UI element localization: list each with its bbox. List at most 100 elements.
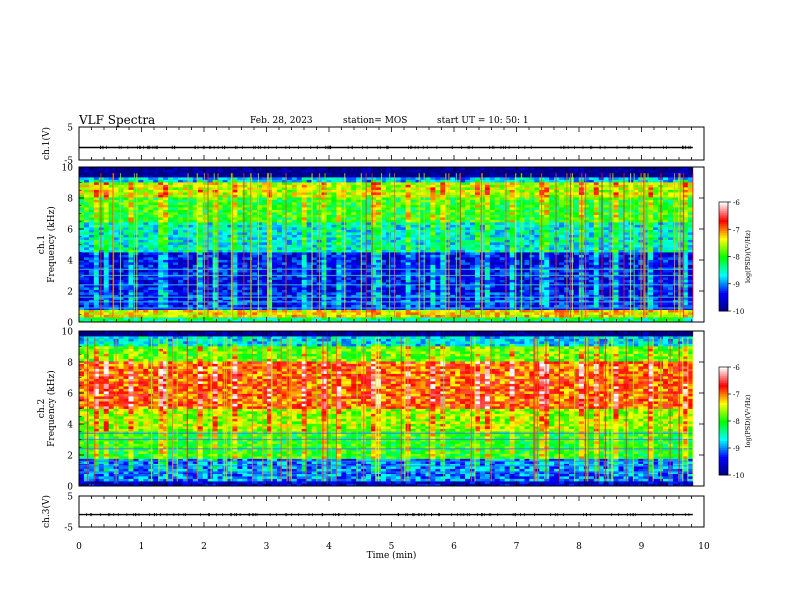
spectrogram-cell xyxy=(633,317,639,320)
spectrogram-cell xyxy=(618,289,624,293)
spectrogram-cell xyxy=(197,319,204,323)
spectrogram-cell xyxy=(549,272,555,275)
spectrogram-cell xyxy=(361,229,367,233)
spectrogram-cell xyxy=(569,269,575,273)
spectrogram-cell xyxy=(653,277,659,280)
spectrogram-cell xyxy=(257,254,263,258)
spectrogram-cell xyxy=(588,294,595,298)
spectrogram-cell xyxy=(440,242,446,245)
spectrogram-cell xyxy=(341,224,347,228)
spectrogram-cell xyxy=(351,302,357,305)
spectrogram-cell xyxy=(217,302,223,305)
spectrogram-cell xyxy=(405,284,412,288)
spectrogram-cell xyxy=(484,279,491,283)
spectrogram-cell xyxy=(252,312,258,315)
spectrogram-cell xyxy=(326,254,332,258)
spectrogram-cell xyxy=(524,289,530,293)
spectrogram-cell xyxy=(252,299,258,303)
spectrogram-cell xyxy=(623,224,629,228)
spectrogram-cell xyxy=(405,239,412,243)
spectrogram-cell xyxy=(207,222,214,225)
spectrogram-cell xyxy=(128,247,134,250)
spectrogram-cell xyxy=(346,299,352,303)
spectrogram-cell xyxy=(648,229,654,233)
spectrogram-cell xyxy=(222,299,228,303)
spectrogram-cell xyxy=(296,317,303,320)
spectrogram-cell xyxy=(524,239,530,243)
spectrogram-cell xyxy=(88,234,95,238)
spectrogram-cell xyxy=(311,279,317,283)
spectrogram-cell xyxy=(465,264,471,268)
spectrogram-cell xyxy=(237,284,243,288)
spectrogram-cell xyxy=(623,287,629,290)
spectrogram-cell xyxy=(366,244,372,248)
spectrogram-cell xyxy=(390,237,397,240)
spectrogram-cell xyxy=(113,272,119,275)
spectrogram-cell xyxy=(445,259,451,263)
spectrogram-cell xyxy=(569,264,575,268)
spectrogram-cell xyxy=(108,262,115,265)
spectrogram-cell xyxy=(143,272,149,275)
spectrogram-cell xyxy=(470,297,476,300)
spectrogram-cell xyxy=(138,279,144,283)
spectrogram-cell xyxy=(351,297,357,300)
spectrogram-cell xyxy=(440,289,446,293)
spectrogram-cell xyxy=(544,302,550,305)
spectrogram-cell xyxy=(113,317,119,320)
spectrogram-cell xyxy=(311,289,317,293)
spectrogram-cell xyxy=(643,292,649,295)
spectrogram-cell xyxy=(306,294,313,298)
spectrogram-cell xyxy=(524,297,530,300)
spectrogram-cell xyxy=(291,297,298,300)
spectrogram-cell xyxy=(544,237,550,240)
spectrogram-cell xyxy=(286,297,293,300)
spectrogram-cell xyxy=(202,304,209,308)
spectrogram-cell xyxy=(296,297,303,300)
spectrogram-cell xyxy=(380,294,387,298)
spectrogram-cell xyxy=(484,247,491,250)
spectrogram-cell xyxy=(286,252,293,255)
spectrogram-cell xyxy=(395,249,402,253)
spectrogram-cell xyxy=(549,312,555,315)
spectrogram-cell xyxy=(569,294,575,298)
spectrogram-cell xyxy=(346,239,352,243)
spectrogram-cell xyxy=(415,254,421,258)
spectrogram-cell xyxy=(321,287,327,290)
spectrogram-cell xyxy=(281,312,288,315)
spectrogram-cell xyxy=(187,304,194,308)
spectrogram-cell xyxy=(118,227,124,230)
spectrogram-cell xyxy=(118,284,124,288)
spectrogram-cell xyxy=(272,309,278,313)
spectrogram-cell xyxy=(559,264,565,268)
spectrogram-cell xyxy=(583,247,590,250)
spectrogram-cell xyxy=(514,304,520,308)
spectrogram-cell xyxy=(346,319,352,323)
spectrogram-cell xyxy=(227,224,233,228)
spectrogram-cell xyxy=(583,277,590,280)
spectrogram-cell xyxy=(222,227,228,230)
spectrogram-cell xyxy=(514,227,520,230)
spectrogram-cell xyxy=(341,237,347,240)
spectrogram-cell xyxy=(450,304,456,308)
spectrogram-cell xyxy=(504,317,511,320)
spectrogram-cell xyxy=(341,257,347,260)
spectrogram-cell xyxy=(143,287,149,290)
spectrogram-cell xyxy=(375,259,382,263)
spectrogram-cell xyxy=(351,264,357,268)
spectrogram-cell xyxy=(232,219,238,223)
spectrogram-cell xyxy=(668,249,674,253)
spectrogram-cell xyxy=(79,287,85,290)
spectrogram-cell xyxy=(613,239,619,243)
spectrogram-cell xyxy=(123,299,129,303)
spectrogram-cell xyxy=(168,272,174,275)
spectrogram-cell xyxy=(286,309,293,313)
spectrogram-cell xyxy=(341,312,347,315)
spectrogram-cell xyxy=(470,282,476,285)
spectrogram-cell xyxy=(177,284,184,288)
spectrogram-cell xyxy=(197,309,204,313)
spectrogram-cell xyxy=(410,279,416,283)
spectrogram-cell xyxy=(554,289,560,293)
spectrogram-cell xyxy=(217,269,223,273)
spectrogram-cell xyxy=(88,252,95,255)
spectrogram-cell xyxy=(291,252,298,255)
